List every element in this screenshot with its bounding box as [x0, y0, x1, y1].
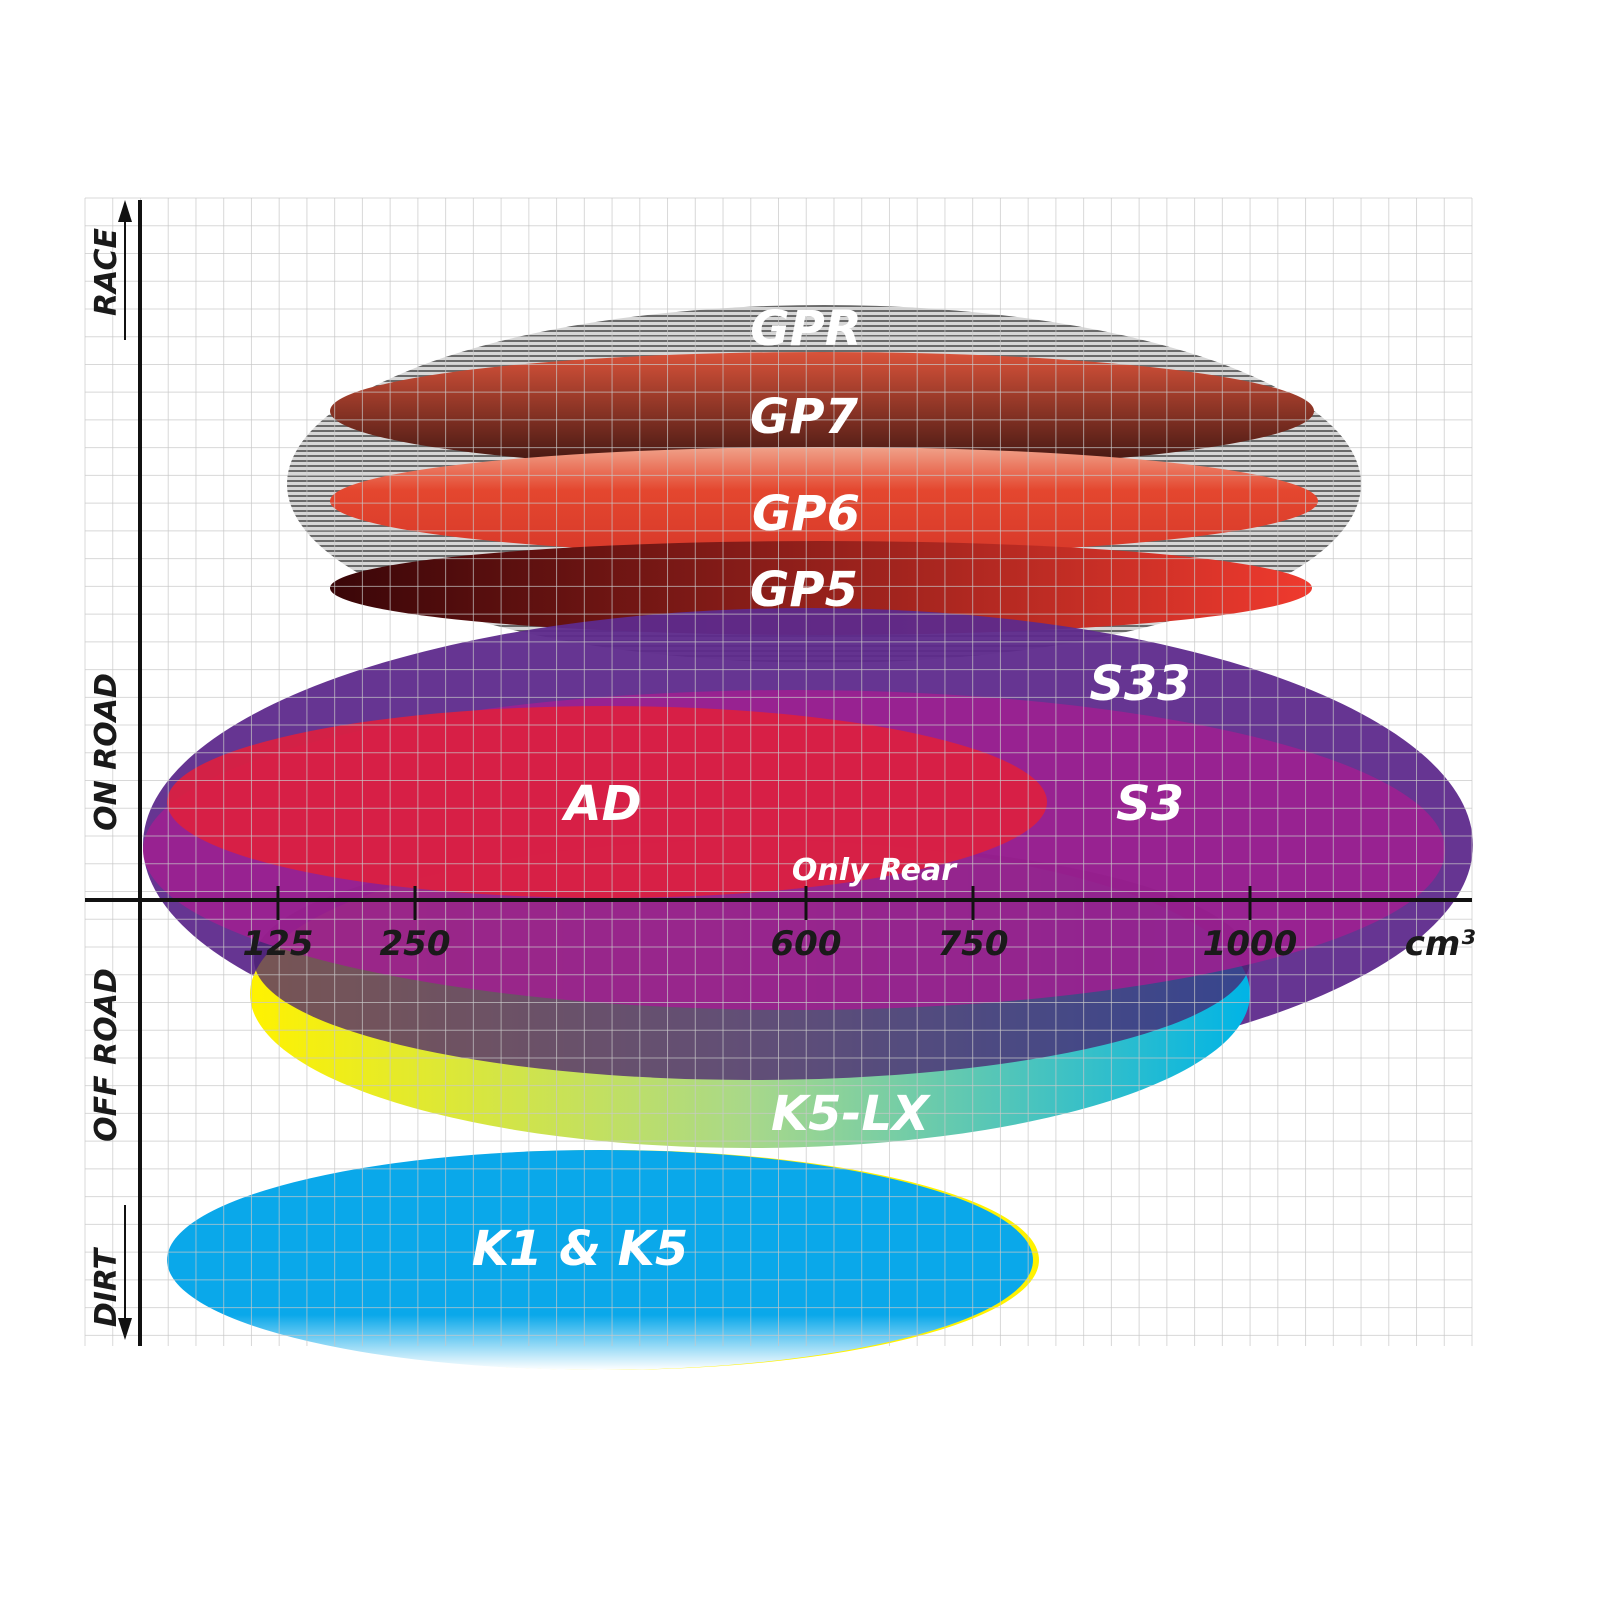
y-label-off-road: OFF ROAD: [89, 968, 124, 1142]
tire-label-k5-lx: K5-LX: [771, 1086, 931, 1142]
tire-label-k1-k5: K1 & K5: [472, 1221, 688, 1277]
tire-label-s3: S3: [1116, 776, 1184, 832]
tire-label-ad: AD: [561, 776, 642, 832]
x-tick-label: 1000: [1203, 924, 1298, 964]
tire-label-gp6: GP6: [752, 486, 860, 542]
x-tick-label: 600: [771, 924, 842, 964]
y-label-on-road: ON ROAD: [89, 673, 124, 831]
x-tick-label: 750: [938, 924, 1009, 964]
tire-range-gp7: [330, 352, 1314, 470]
tire-range-k1-k5: [167, 1150, 1033, 1370]
tire-range-ad: [167, 706, 1047, 898]
grid: [84, 197, 1473, 1346]
arrow-down-icon: [118, 1318, 132, 1340]
ad-only-rear-note: Only Rear: [792, 853, 958, 888]
x-tick-label: 250: [380, 924, 451, 964]
tire-label-s33: S33: [1089, 656, 1190, 712]
y-label-dirt: DIRT: [89, 1246, 124, 1327]
tire-label-gp7: GP7: [750, 389, 859, 445]
tire-range-gp6: [330, 447, 1318, 555]
y-label-race: RACE: [89, 228, 124, 316]
x-axis-unit: cm³: [1405, 924, 1476, 964]
tire-label-gpr: GPR: [750, 301, 862, 357]
tire-label-gp5: GP5: [750, 562, 858, 618]
tire-range-gp5: [330, 541, 1312, 635]
x-tick-label: 125: [243, 924, 314, 964]
arrow-up-icon: [118, 200, 132, 222]
